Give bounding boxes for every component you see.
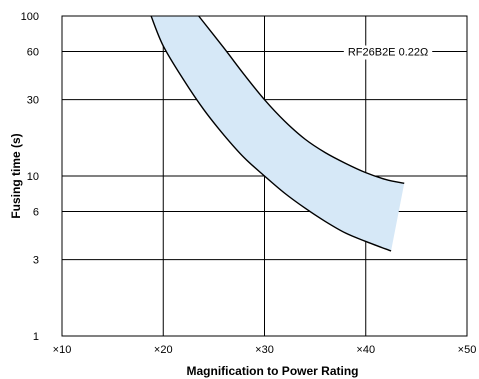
series-annotation: RF26B2E 0.22Ω xyxy=(348,46,428,58)
y-tick-label: 6 xyxy=(33,206,39,218)
x-tick-label: ×20 xyxy=(154,344,173,356)
y-tick-labels: 1 3 6 10 30 60 100 xyxy=(21,11,39,343)
lower-curve xyxy=(150,15,392,252)
x-tick-label: ×40 xyxy=(356,344,375,356)
y-tick-label: 1 xyxy=(33,331,39,343)
y-tick-label: 60 xyxy=(27,46,39,58)
x-axis-title: Magnification to Power Rating xyxy=(186,364,358,378)
plot-frame xyxy=(61,15,468,337)
x-tick-labels: ×10 ×20 ×30 ×40 ×50 xyxy=(53,344,477,356)
y-tick-label: 30 xyxy=(27,95,39,107)
y-tick-label: 10 xyxy=(27,171,39,183)
x-tick-label: ×10 xyxy=(53,344,72,356)
y-axis-title: Fusing time (s) xyxy=(9,133,23,218)
x-tick-label: ×30 xyxy=(255,344,274,356)
annotation-background xyxy=(343,45,433,60)
x-tick-label: ×50 xyxy=(458,344,477,356)
fusing-time-band xyxy=(151,16,405,251)
y-tick-label: 3 xyxy=(33,255,39,267)
y-tick-label: 100 xyxy=(21,11,39,23)
upper-curve xyxy=(198,15,405,185)
